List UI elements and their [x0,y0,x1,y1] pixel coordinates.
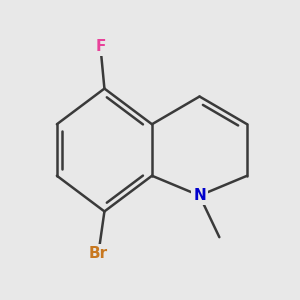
Text: F: F [95,40,106,55]
Text: Br: Br [89,245,108,260]
Text: N: N [193,188,206,203]
